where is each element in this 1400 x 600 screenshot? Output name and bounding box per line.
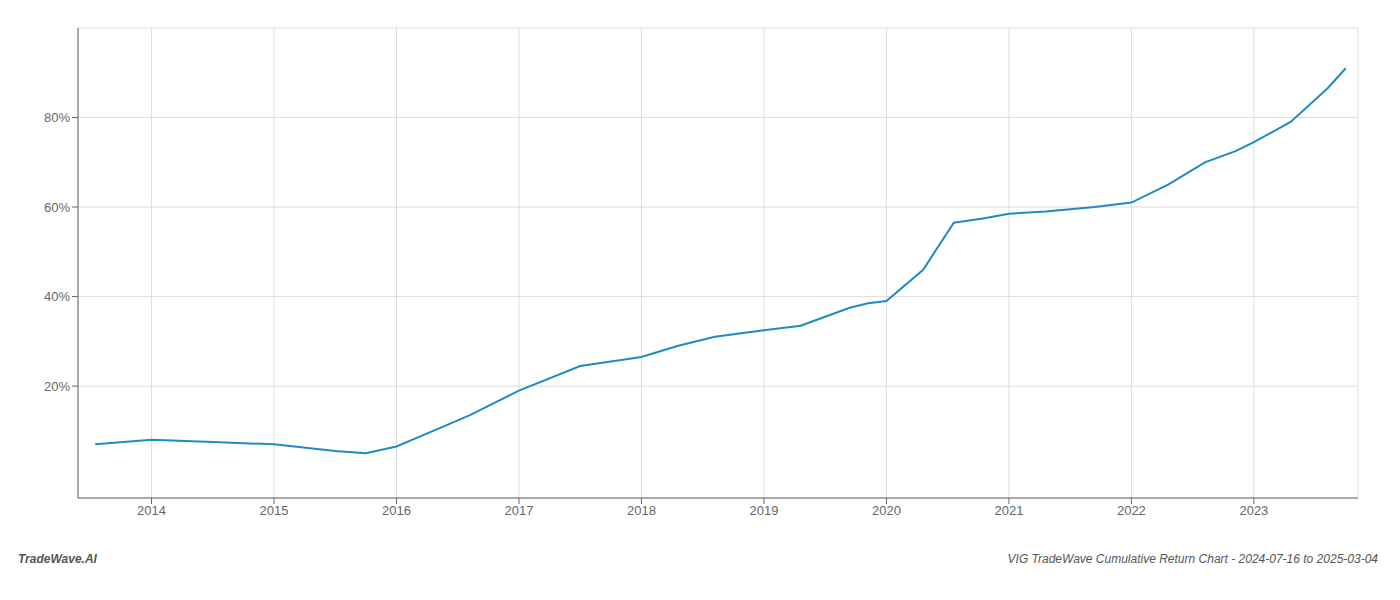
svg-text:2019: 2019	[749, 503, 778, 518]
svg-text:2017: 2017	[504, 503, 533, 518]
svg-text:40%: 40%	[44, 289, 70, 304]
svg-text:80%: 80%	[44, 110, 70, 125]
svg-text:2020: 2020	[872, 503, 901, 518]
svg-text:2016: 2016	[382, 503, 411, 518]
html-text:VIG TradeWave Cumulative Retur: VIG TradeWave Cumulative Return Chart - …	[1007, 552, 1378, 566]
svg-text:20%: 20%	[44, 379, 70, 394]
svg-text:60%: 60%	[44, 200, 70, 215]
svg-text:2018: 2018	[627, 503, 656, 518]
svg-text:2022: 2022	[1117, 503, 1146, 518]
svg-text:2014: 2014	[137, 503, 166, 518]
svg-text:2023: 2023	[1239, 503, 1268, 518]
svg-text:2021: 2021	[994, 503, 1023, 518]
html-text:TradeWave.AI: TradeWave.AI	[18, 552, 97, 566]
svg-text:2015: 2015	[260, 503, 289, 518]
